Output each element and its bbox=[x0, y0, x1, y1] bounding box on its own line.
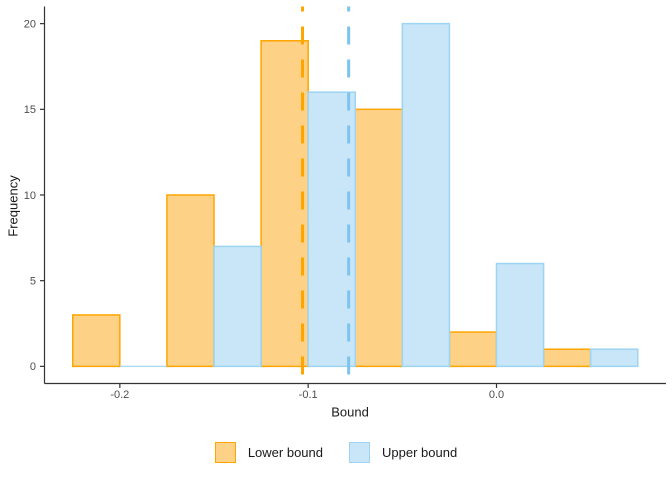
y-tick-label: 5 bbox=[30, 275, 36, 287]
x-tick-label: 0.0 bbox=[489, 389, 504, 401]
y-tick-label: 20 bbox=[24, 18, 36, 30]
legend-swatch-lower-bound-icon bbox=[214, 441, 236, 463]
bar-upper-bound bbox=[213, 245, 262, 368]
legend-label-upper-bound: Upper bound bbox=[382, 444, 458, 460]
y-tick-label: 10 bbox=[24, 190, 36, 202]
x-axis-title: Bound bbox=[331, 404, 369, 420]
legend: Lower bound Upper bound bbox=[0, 441, 672, 463]
bar-zero-upper-bound bbox=[119, 365, 167, 368]
bar-upper-bound bbox=[589, 348, 639, 368]
bar-lower-bound bbox=[72, 314, 121, 368]
bar-upper-bound bbox=[401, 22, 451, 368]
x-tick-label: -0.2 bbox=[110, 389, 129, 401]
legend-label-lower-bound: Lower bound bbox=[247, 444, 323, 460]
legend-item-lower-bound: Lower bound bbox=[214, 441, 323, 463]
bar-lower-bound bbox=[260, 40, 309, 368]
y-axis-title: Frequency bbox=[5, 175, 21, 237]
legend-swatch-upper-bound-icon bbox=[349, 441, 370, 463]
bar-lower-bound bbox=[448, 331, 498, 368]
bar-lower-bound bbox=[542, 348, 592, 368]
bar-lower-bound bbox=[354, 108, 404, 368]
y-tick-label: 15 bbox=[24, 104, 36, 116]
legend-item-upper-bound: Upper bound bbox=[349, 441, 458, 463]
x-tick-label: -0.1 bbox=[299, 389, 318, 401]
y-tick-label: 0 bbox=[30, 361, 36, 373]
bar-lower-bound bbox=[166, 194, 215, 368]
bar-upper-bound bbox=[495, 262, 545, 368]
